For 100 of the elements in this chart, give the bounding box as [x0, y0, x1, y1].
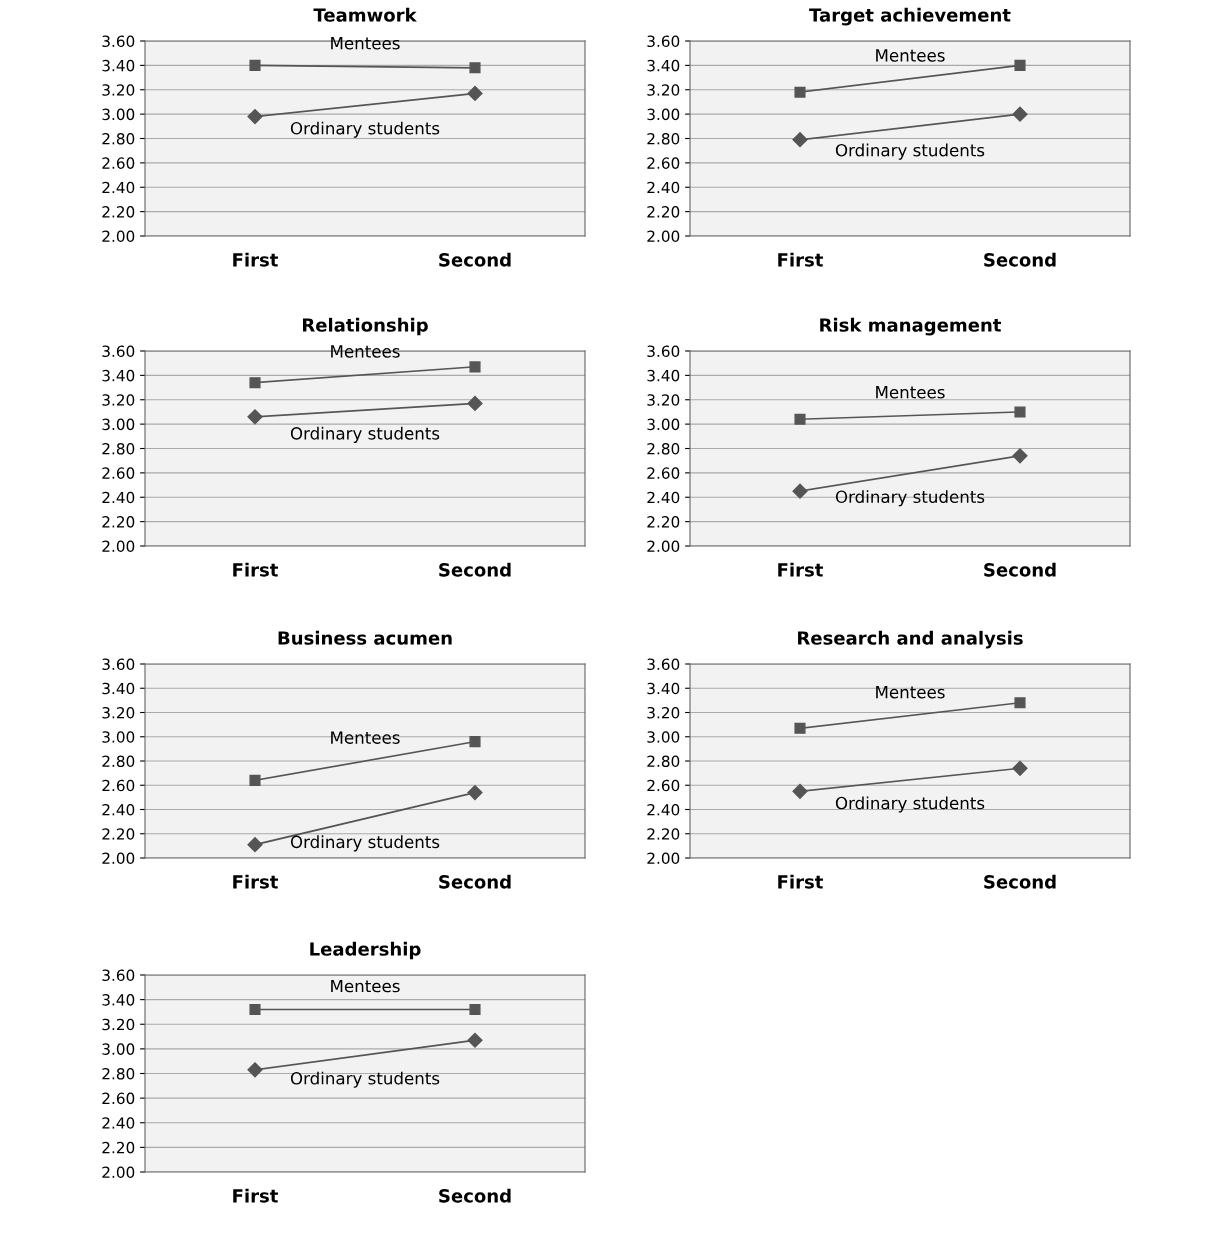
y-tick-label: 3.20: [647, 394, 680, 406]
y-tick-label: 2.60: [647, 157, 680, 169]
point: [1014, 406, 1026, 418]
x-tick-label: First: [233, 252, 278, 267]
point: [792, 783, 808, 799]
y-tick-label: 2.80: [647, 132, 680, 145]
y-tick-label: 2.60: [102, 157, 135, 169]
point: [247, 409, 263, 425]
series-label: Ordinary students: [835, 796, 985, 813]
x-tick-label: First: [778, 252, 823, 267]
x-tick-label: First: [778, 874, 823, 889]
y-tick-label: 2.40: [102, 181, 135, 194]
point: [249, 1003, 261, 1016]
y-tick-label: 3.40: [102, 59, 135, 72]
x-tick-label: First: [233, 874, 278, 889]
y-tick-label: 3.40: [647, 369, 680, 382]
x-tick-label: Second: [439, 562, 511, 577]
y-tick-label: 3.20: [102, 84, 135, 96]
y-tick-label: 2.00: [647, 230, 680, 243]
y-tick-label: 2.00: [102, 540, 135, 553]
x-tick-label: Second: [984, 252, 1056, 267]
y-tick-label: 2.20: [647, 516, 680, 528]
y-tick-label: 3.60: [102, 345, 135, 358]
x-tick-label: Second: [439, 874, 511, 889]
y-tick-label: 3.20: [102, 706, 135, 719]
y-tick-label: 2.40: [102, 491, 135, 504]
y-tick-label: 2.00: [647, 540, 680, 553]
point: [794, 86, 806, 98]
point: [247, 837, 263, 853]
point: [249, 377, 261, 389]
series-label: Mentees: [331, 731, 400, 744]
y-tick-label: 3.60: [647, 35, 680, 48]
point: [247, 108, 263, 125]
y-tick-label: 2.60: [647, 467, 680, 479]
y-tick-label: 2.60: [102, 1092, 135, 1105]
x-tick-label: First: [233, 1188, 278, 1203]
y-tick-label: 3.00: [102, 1043, 135, 1055]
y-tick-label: 2.80: [647, 442, 680, 455]
chart-title: Research and analysis: [798, 630, 1023, 649]
x-tick-label: Second: [984, 562, 1056, 577]
series-label: Ordinary students: [835, 143, 985, 160]
y-tick-label: 2.80: [102, 1067, 135, 1080]
point: [467, 85, 483, 101]
x-tick-label: Second: [439, 1188, 511, 1203]
y-tick-label: 2.80: [102, 132, 135, 145]
point: [467, 1032, 483, 1048]
series-label: Mentees: [331, 37, 400, 50]
point: [467, 395, 483, 411]
y-tick-label: 2.20: [102, 206, 135, 218]
y-tick-label: 2.60: [102, 779, 135, 792]
y-tick-label: 3.00: [647, 108, 680, 121]
y-tick-label: 2.40: [647, 181, 680, 194]
y-tick-label: 2.80: [647, 755, 680, 768]
y-tick-label: 3.40: [102, 369, 135, 382]
series-label: Mentees: [331, 345, 400, 358]
y-tick-label: 3.60: [647, 345, 680, 358]
series-label: Mentees: [876, 386, 945, 399]
y-tick-label: 3.60: [102, 969, 135, 982]
chart-title: Business acumen: [278, 630, 452, 645]
y-tick-label: 3.60: [102, 35, 135, 48]
point: [249, 59, 261, 71]
y-tick-label: 3.40: [102, 682, 135, 695]
series-label: Ordinary students: [290, 1071, 440, 1088]
point: [794, 413, 806, 425]
y-tick-label: 3.00: [102, 108, 135, 121]
y-tick-label: 2.20: [102, 828, 135, 840]
chart-title: Target achievement: [809, 7, 1011, 26]
y-tick-label: 3.00: [647, 731, 680, 743]
series-label: Ordinary students: [290, 121, 440, 138]
point: [1012, 760, 1028, 776]
point: [249, 774, 261, 786]
y-tick-label: 3.00: [102, 731, 135, 743]
chart-title: Leadership: [310, 941, 421, 960]
chart-title: Risk management: [820, 317, 1002, 336]
point: [1014, 697, 1026, 709]
point: [1012, 448, 1028, 464]
y-tick-label: 2.40: [102, 803, 135, 816]
series-label: Ordinary students: [290, 426, 440, 443]
x-tick-label: First: [233, 562, 278, 577]
y-tick-label: 2.00: [102, 230, 135, 243]
y-tick-label: 3.20: [647, 84, 680, 96]
y-tick-label: 3.20: [647, 706, 680, 719]
chart-title: Relationship: [303, 317, 428, 336]
y-tick-label: 3.00: [647, 418, 680, 431]
y-tick-label: 2.40: [647, 803, 680, 816]
point: [247, 1062, 263, 1078]
x-tick-label: Second: [984, 874, 1056, 889]
point: [792, 132, 808, 148]
y-tick-label: 2.80: [102, 442, 135, 455]
y-tick-label: 3.40: [647, 59, 680, 72]
y-tick-label: 3.40: [647, 682, 680, 695]
y-tick-label: 3.00: [102, 418, 135, 431]
y-tick-label: 2.40: [102, 1117, 135, 1129]
y-tick-label: 2.20: [102, 1141, 135, 1154]
y-tick-label: 2.20: [647, 828, 680, 840]
series-label: Ordinary students: [835, 490, 985, 507]
point: [469, 62, 481, 74]
point: [792, 483, 808, 499]
y-tick-label: 3.20: [102, 1018, 135, 1031]
y-tick-label: 3.60: [102, 658, 135, 671]
